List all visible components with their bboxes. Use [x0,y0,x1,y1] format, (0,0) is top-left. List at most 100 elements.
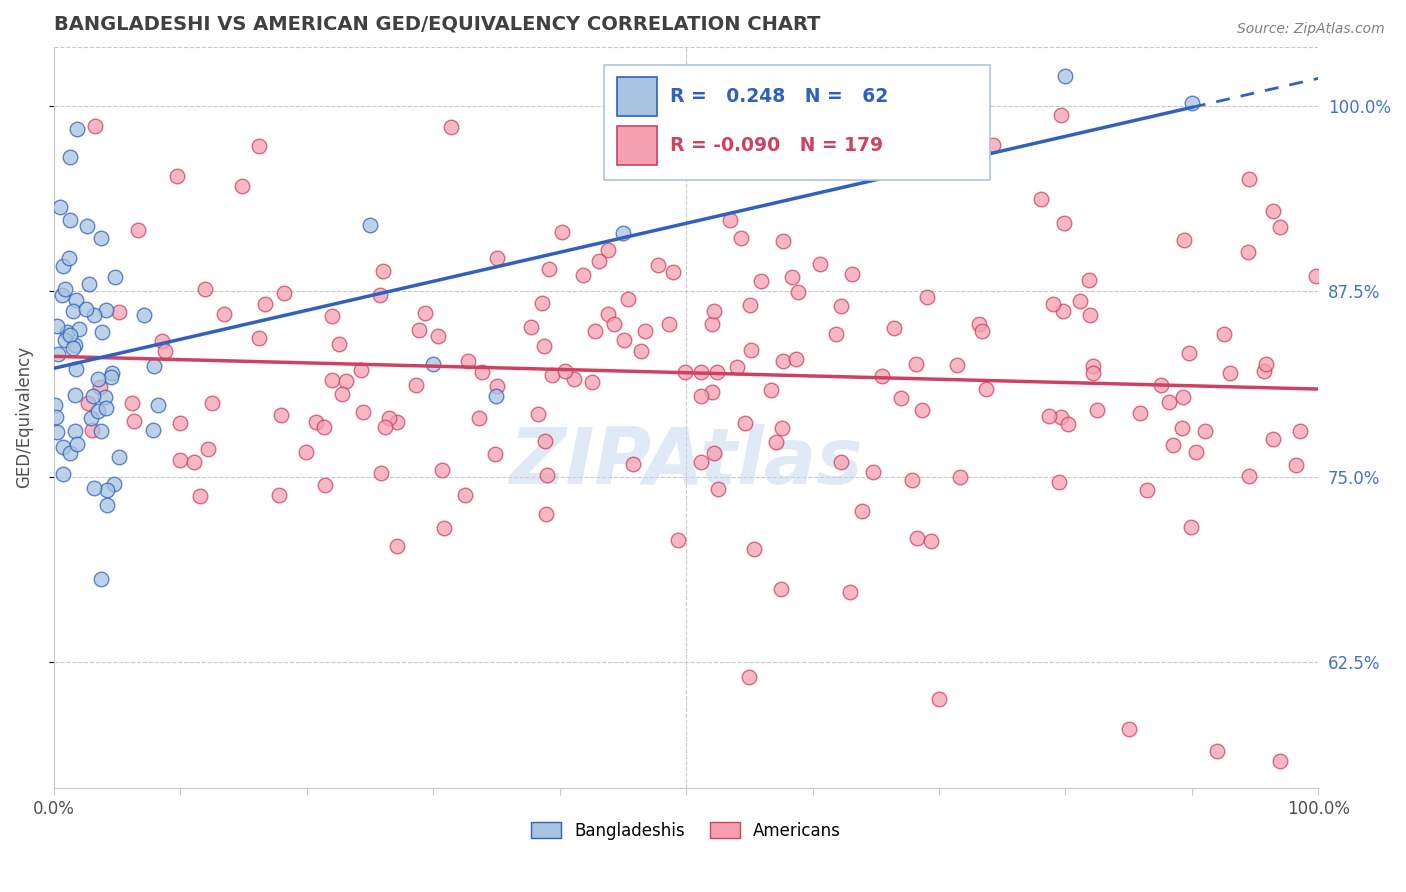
Point [839,585,862,599]
Point [66,436,89,450]
Point [253,297,276,311]
Point [1052,303,1074,318]
Point [51,288,73,302]
Point [485,389,508,403]
Point [772,235,794,249]
Point [90,572,112,586]
Point [1069,294,1091,309]
Point [378,410,401,425]
Point [596,243,619,257]
Point [108,305,131,319]
Point [75,302,97,317]
Point [1181,95,1204,110]
Point [690,389,713,403]
Point [454,488,477,502]
Point [911,403,934,417]
Point [314,477,336,491]
Point [374,419,396,434]
Point [571,268,593,282]
Text: Source: ZipAtlas.com: Source: ZipAtlas.com [1237,22,1385,37]
Point [65,387,87,401]
Point [581,376,603,390]
Point [247,139,270,153]
Point [104,270,127,285]
Point [422,357,444,371]
Point [330,387,353,401]
Point [603,317,626,331]
Point [1161,438,1184,452]
Point [1194,424,1216,438]
Point [66,122,89,136]
Point [658,317,681,331]
Point [1129,406,1152,420]
Point [734,416,756,430]
Point [1184,445,1206,459]
Point [142,359,165,374]
Point [59,150,82,164]
Point [90,231,112,245]
Point [814,153,837,168]
Point [155,344,177,359]
Point [150,334,173,348]
Point [247,331,270,345]
Point [188,489,211,503]
Point [89,380,111,394]
Point [554,364,576,378]
Point [551,225,574,239]
Point [946,358,969,372]
Point [588,253,610,268]
Point [533,339,555,353]
Point [84,119,107,133]
Point [907,531,929,545]
Point [457,354,479,368]
Point [1253,364,1275,378]
Point [1081,366,1104,380]
Point [273,286,295,301]
Point [1050,410,1073,425]
Point [468,411,491,425]
Point [870,369,893,384]
Point [673,365,696,379]
Point [94,401,117,416]
Point [623,457,645,471]
Point [183,455,205,469]
Legend: Bangladeshis, Americans: Bangladeshis, Americans [524,815,848,847]
Point [886,105,908,120]
Point [841,267,863,281]
Point [55,282,77,296]
Point [662,265,685,279]
Point [617,292,640,306]
Point [749,274,772,288]
Point [370,467,392,481]
Point [883,320,905,334]
Point [808,257,831,271]
Point [830,299,852,313]
Point [738,298,761,312]
Point [1042,297,1064,311]
Point [49,200,72,214]
Point [193,282,215,296]
Point [612,226,634,240]
Point [830,455,852,469]
Point [536,468,558,483]
Point [780,269,803,284]
Point [538,261,561,276]
Point [53,333,76,347]
Point [82,389,104,403]
Point [915,290,938,304]
Point [96,483,118,497]
Point [368,287,391,301]
Point [408,323,430,337]
Point [770,582,793,597]
Point [1270,754,1292,768]
Point [62,341,84,355]
Point [520,319,543,334]
Point [718,212,741,227]
Point [44,398,66,412]
Point [48,347,70,361]
Point [534,507,557,521]
Point [231,179,253,194]
Point [63,338,86,352]
FancyBboxPatch shape [616,126,657,164]
Point [79,410,101,425]
